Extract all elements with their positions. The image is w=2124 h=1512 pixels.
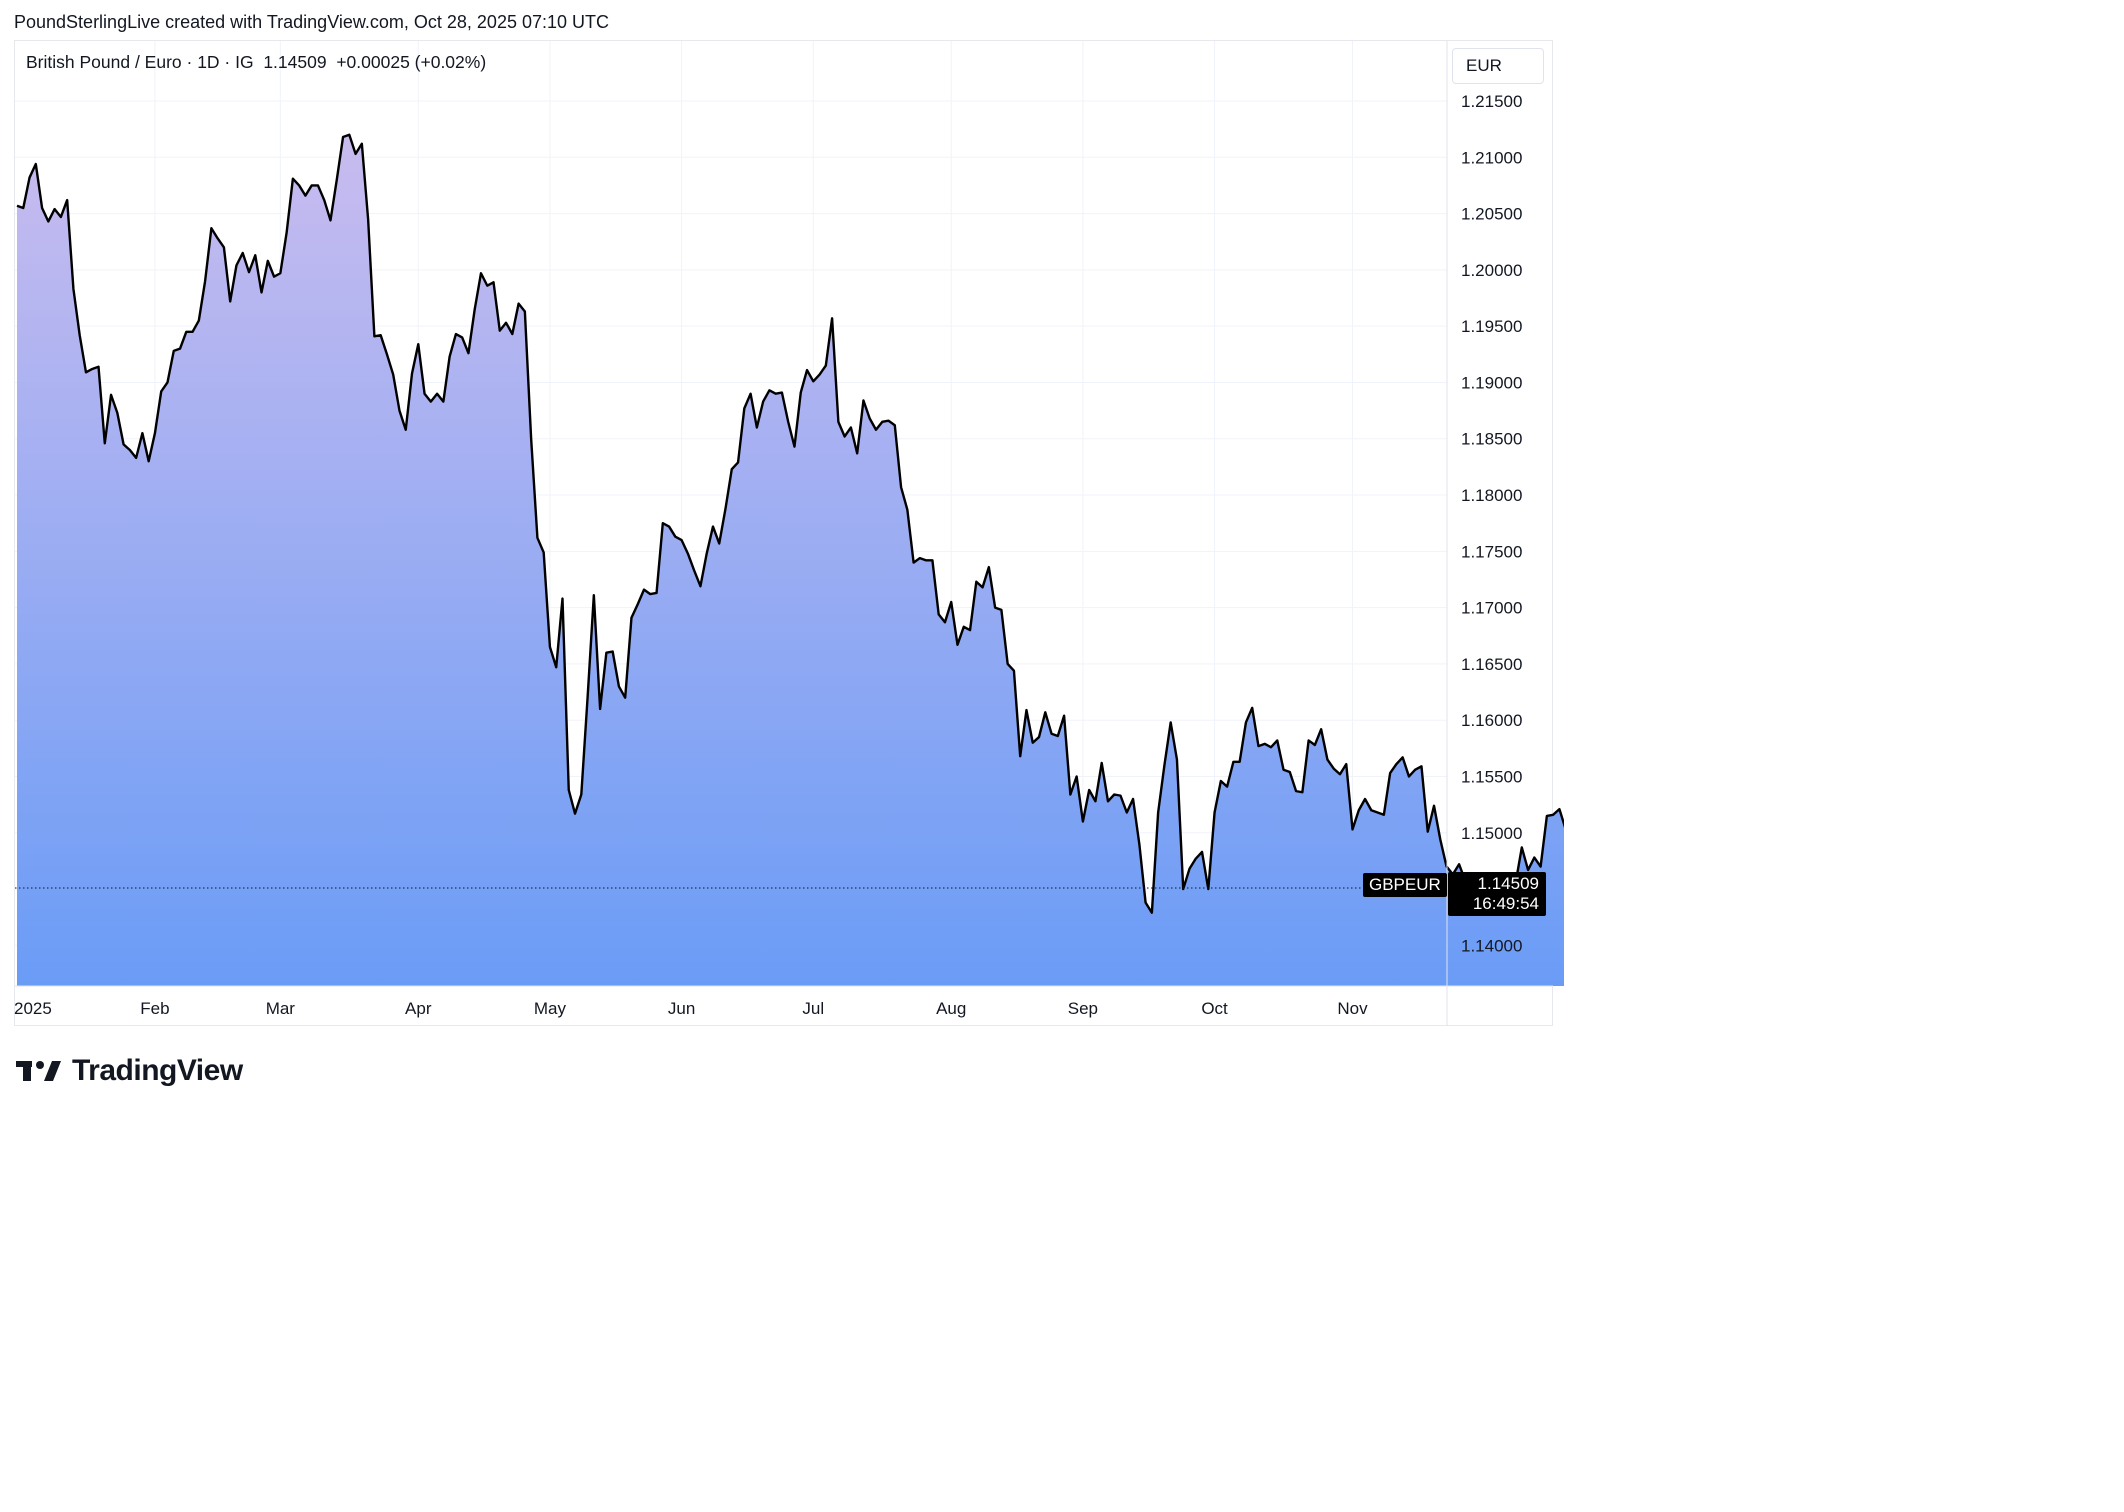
bar-countdown: 16:49:54 xyxy=(1472,894,1539,913)
x-tick-label: Feb xyxy=(140,999,169,1018)
series-fill xyxy=(17,134,1564,986)
y-tick-label: 1.17000 xyxy=(1461,599,1522,618)
y-tick-label: 1.18500 xyxy=(1461,430,1522,449)
x-tick-label: Aug xyxy=(936,999,966,1018)
chart-frame xyxy=(14,40,1553,1026)
y-tick-label: 1.16500 xyxy=(1461,655,1522,674)
y-tick-label: 1.19500 xyxy=(1461,317,1522,336)
x-tick-label: May xyxy=(534,999,567,1018)
tradingview-logo[interactable]: TradingView xyxy=(16,1054,243,1088)
last-price-value: 1.14509 xyxy=(1477,874,1539,893)
chart-credit: PoundSterlingLive created with TradingVi… xyxy=(14,12,610,32)
y-tick-label: 1.20000 xyxy=(1461,261,1522,280)
brand-name: TradingView xyxy=(72,1054,243,1087)
last-price-label: 1.14509 16:49:54 xyxy=(1448,872,1546,916)
tradingview-logo-icon xyxy=(16,1061,61,1081)
legend-last-price: 1.14509 xyxy=(263,52,327,72)
y-tick-label: 1.18000 xyxy=(1461,486,1522,505)
x-tick-label: Mar xyxy=(266,999,296,1018)
y-tick-label: 1.16000 xyxy=(1461,711,1522,730)
series-area xyxy=(15,133,1564,986)
y-tick-label: 1.19000 xyxy=(1461,373,1522,392)
y-tick-label: 1.15500 xyxy=(1461,767,1522,786)
symbol-label: GBPEUR xyxy=(1363,873,1447,897)
chart-legend: British Pound / Euro · 1D · IG 1.14509 +… xyxy=(26,52,486,73)
legend-change: +0.00025 (+0.02%) xyxy=(336,52,487,72)
y-tick-label: 1.14000 xyxy=(1461,936,1522,955)
x-tick-label: 2025 xyxy=(14,999,52,1018)
y-tick-label: 1.15000 xyxy=(1461,824,1522,843)
x-tick-label: Nov xyxy=(1337,999,1368,1018)
x-tick-label: Sep xyxy=(1068,999,1098,1018)
x-tick-label: Apr xyxy=(405,999,432,1018)
y-tick-label: 1.20500 xyxy=(1461,205,1522,224)
y-tick-label: 1.17500 xyxy=(1461,542,1522,561)
legend-instrument: British Pound / Euro · 1D · IG xyxy=(26,52,254,72)
x-tick-label: Oct xyxy=(1201,999,1228,1018)
axes: 1.140001.145001.150001.155001.160001.165… xyxy=(14,41,1553,1026)
y-tick-label: 1.21500 xyxy=(1461,92,1522,111)
currency-selector[interactable]: EUR xyxy=(1452,48,1544,84)
series-line xyxy=(16,133,1564,914)
y-tick-label: 1.21000 xyxy=(1461,148,1522,167)
x-tick-label: Jun xyxy=(668,999,695,1018)
price-chart[interactable]: 1.140001.145001.150001.155001.160001.165… xyxy=(0,0,1564,1106)
x-tick-label: Jul xyxy=(802,999,824,1018)
